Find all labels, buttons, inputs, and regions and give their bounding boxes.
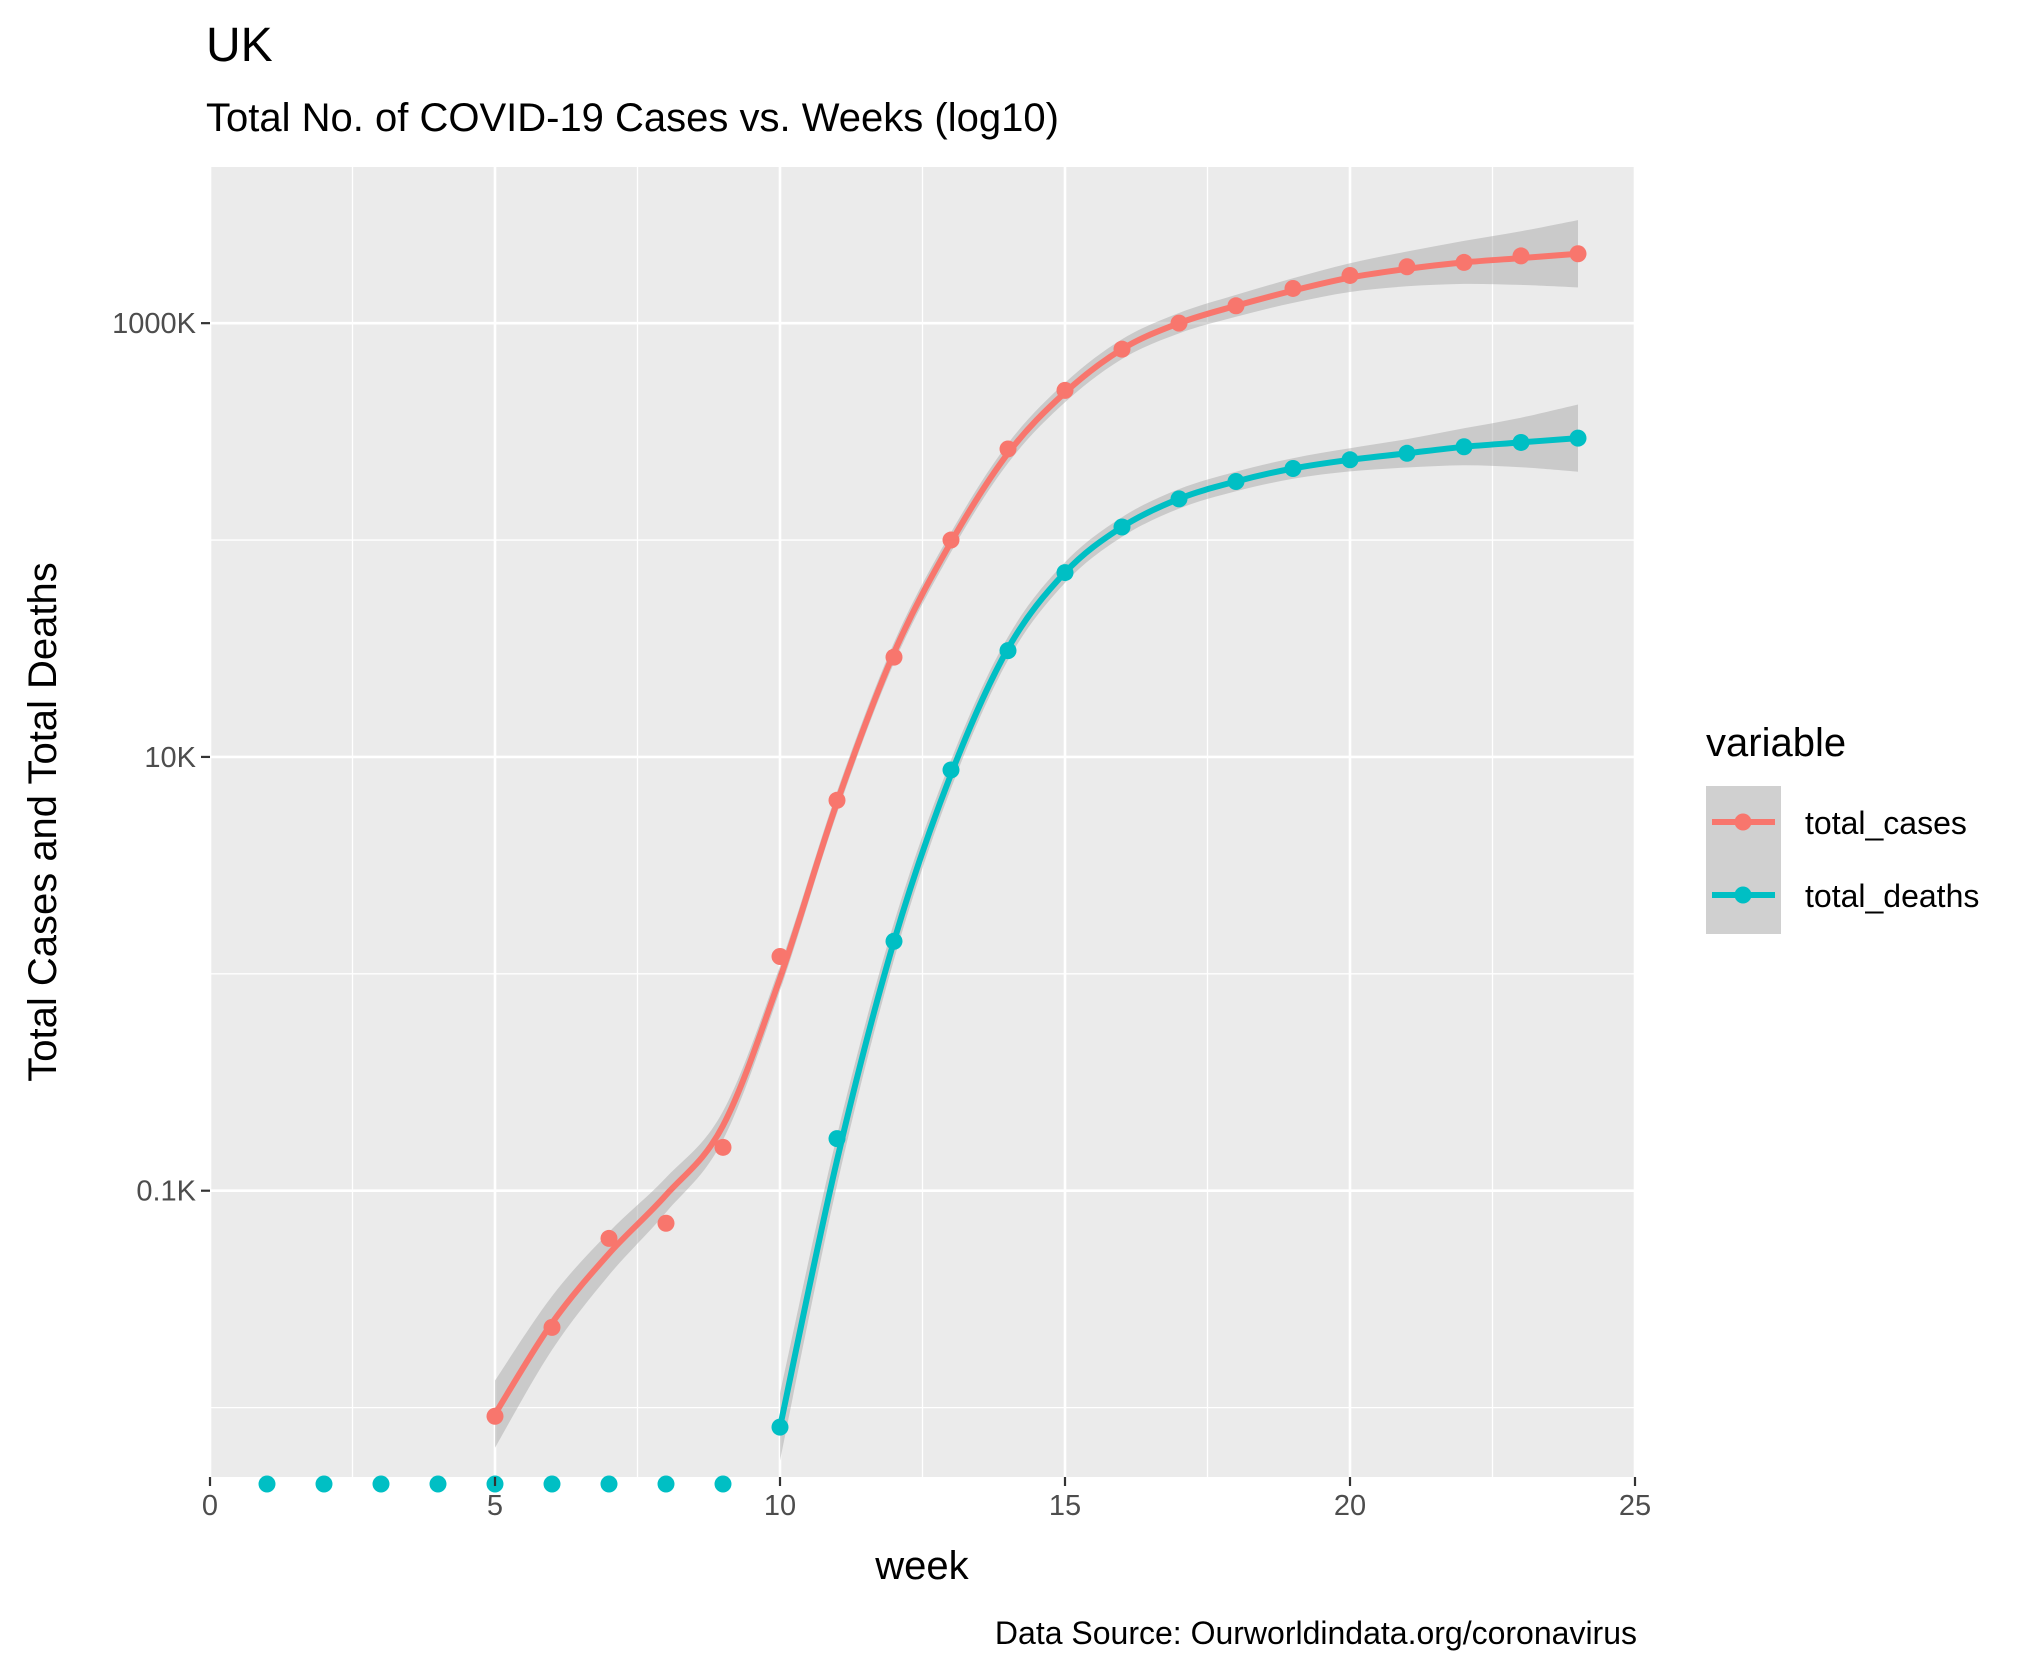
point-total-deaths: [1398, 444, 1416, 462]
point-total-cases: [771, 947, 789, 965]
point-total-cases: [486, 1407, 504, 1425]
line-total-cases: [492, 250, 1581, 1418]
point-total-cases: [942, 531, 960, 549]
legend-keys: [1712, 813, 1775, 904]
series-points: [258, 245, 1587, 1493]
legend-title: variable: [1706, 721, 1846, 765]
x-tick-label: 0: [202, 1490, 218, 1522]
chart-title: UK: [206, 19, 273, 72]
point-total-cases: [1056, 381, 1074, 399]
y-tick-label: 10K: [144, 742, 196, 774]
point-total-deaths: [1569, 429, 1587, 447]
point-total-deaths: [771, 1418, 789, 1436]
point-total-deaths: [372, 1475, 390, 1493]
axes: 0 5 10 15 20 25 0.1K 10K 1000K: [112, 308, 1651, 1522]
point-total-deaths: [714, 1475, 732, 1493]
x-axis-title: week: [874, 1544, 969, 1588]
point-total-deaths: [429, 1475, 447, 1493]
point-total-cases: [1398, 258, 1416, 276]
x-tick-label: 20: [1334, 1490, 1366, 1522]
legend-label-total-deaths: total_deaths: [1805, 878, 1979, 914]
point-total-deaths: [657, 1475, 675, 1493]
point-total-cases: [1170, 314, 1188, 332]
point-total-deaths: [828, 1130, 846, 1148]
point-total-cases: [1341, 266, 1359, 284]
legend-key-bg: [1706, 786, 1781, 934]
x-tick-label: 25: [1619, 1490, 1651, 1522]
point-total-cases: [657, 1214, 675, 1232]
caption: Data Source: Ourworldindata.org/coronavi…: [995, 1615, 1637, 1651]
point-total-deaths: [1455, 438, 1473, 456]
point-total-cases: [885, 648, 903, 666]
point-total-cases: [1569, 245, 1587, 263]
point-total-cases: [999, 440, 1017, 458]
x-tick-label: 15: [1049, 1490, 1081, 1522]
y-tick-label: 0.1K: [136, 1176, 196, 1208]
y-tick-label: 1000K: [112, 308, 197, 340]
point-total-deaths: [1512, 433, 1530, 451]
point-total-deaths: [543, 1475, 561, 1493]
point-total-deaths: [1227, 472, 1245, 490]
grid-major: [208, 167, 1637, 1477]
legend-key-point-total-cases: [1734, 813, 1752, 831]
point-total-deaths: [999, 642, 1017, 660]
chart-subtitle: Total No. of COVID-19 Cases vs. Weeks (l…: [206, 96, 1059, 140]
point-total-cases: [714, 1138, 732, 1156]
point-total-cases: [1455, 253, 1473, 271]
point-total-cases: [600, 1229, 618, 1247]
point-total-cases: [543, 1318, 561, 1336]
point-total-deaths: [1341, 451, 1359, 469]
point-total-deaths: [258, 1475, 276, 1493]
point-total-deaths: [315, 1475, 333, 1493]
x-tick-label: 5: [487, 1490, 503, 1522]
point-total-deaths: [942, 761, 960, 779]
y-axis-title: Total Cases and Total Deaths: [21, 562, 65, 1082]
point-total-cases: [1227, 297, 1245, 315]
point-total-deaths: [885, 932, 903, 950]
point-total-cases: [1113, 340, 1131, 358]
grid-minor: [210, 167, 1635, 1477]
point-total-deaths: [1056, 564, 1074, 582]
point-total-cases: [1284, 279, 1302, 297]
x-tick-label: 10: [764, 1490, 796, 1522]
point-total-deaths: [600, 1475, 618, 1493]
point-total-cases: [828, 791, 846, 809]
legend: variable total_cases total_deaths: [1706, 721, 1979, 934]
legend-key-point-total-deaths: [1734, 886, 1752, 904]
point-total-deaths: [1170, 490, 1188, 508]
point-total-deaths: [1284, 459, 1302, 477]
point-total-cases: [1512, 247, 1530, 265]
legend-label-total-cases: total_cases: [1805, 805, 1967, 841]
point-total-deaths: [1113, 518, 1131, 536]
